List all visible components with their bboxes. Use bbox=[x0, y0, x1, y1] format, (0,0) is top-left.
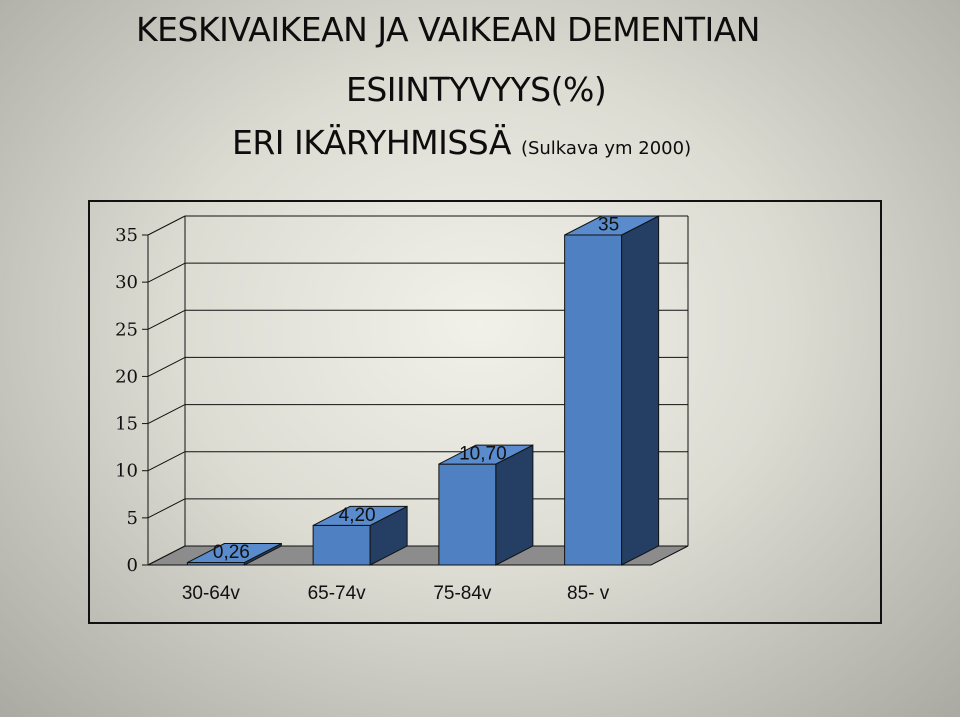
side-wall-line bbox=[147, 215, 186, 236]
y-tick-label: 10 bbox=[115, 461, 138, 482]
x-tick-label: 85- v bbox=[567, 583, 610, 604]
data-label: 4,20 bbox=[339, 505, 376, 526]
y-tick-label: 30 bbox=[115, 272, 138, 293]
bar-front bbox=[564, 234, 623, 566]
side-wall-line bbox=[147, 404, 186, 425]
side-wall-line bbox=[147, 451, 186, 472]
x-tick-label: 75-84v bbox=[433, 583, 492, 604]
data-label: 35 bbox=[598, 215, 619, 236]
title-line-1: KESKIVAIKEAN JA VAIKEAN DEMENTIAN bbox=[136, 10, 760, 49]
title-line-3: ERI IKÄRYHMISSÄ (Sulkava ym 2000) bbox=[232, 123, 691, 162]
y-tick-label: 35 bbox=[115, 225, 138, 246]
y-tick-label: 15 bbox=[115, 414, 138, 435]
data-label: 10,70 bbox=[459, 444, 507, 465]
bar-top bbox=[438, 444, 534, 465]
bar-front bbox=[438, 463, 497, 566]
y-tick-label: 25 bbox=[115, 319, 138, 340]
side-wall-line bbox=[147, 262, 186, 283]
side-wall-line bbox=[147, 309, 186, 330]
y-tick-label: 20 bbox=[115, 366, 138, 387]
bar-top bbox=[187, 543, 282, 564]
bar-top bbox=[564, 215, 659, 236]
side-wall-line bbox=[147, 356, 186, 377]
y-tick-label: 0 bbox=[127, 555, 138, 576]
source-note: (Sulkava ym 2000) bbox=[520, 138, 692, 159]
data-label: 0,26 bbox=[213, 542, 250, 563]
bar-front bbox=[312, 524, 371, 566]
chart-frame bbox=[88, 200, 882, 624]
x-tick-label: 30-64v bbox=[182, 583, 241, 604]
bar-top bbox=[312, 505, 408, 526]
title-line-2: ESIINTYVYYS(%) bbox=[346, 70, 607, 109]
side-wall-line bbox=[147, 498, 186, 519]
x-tick-label: 65-74v bbox=[308, 583, 367, 604]
bar-side bbox=[621, 215, 660, 566]
y-tick-label: 5 bbox=[127, 508, 138, 529]
title-line-3-text: ERI IKÄRYHMISSÄ bbox=[232, 123, 511, 162]
